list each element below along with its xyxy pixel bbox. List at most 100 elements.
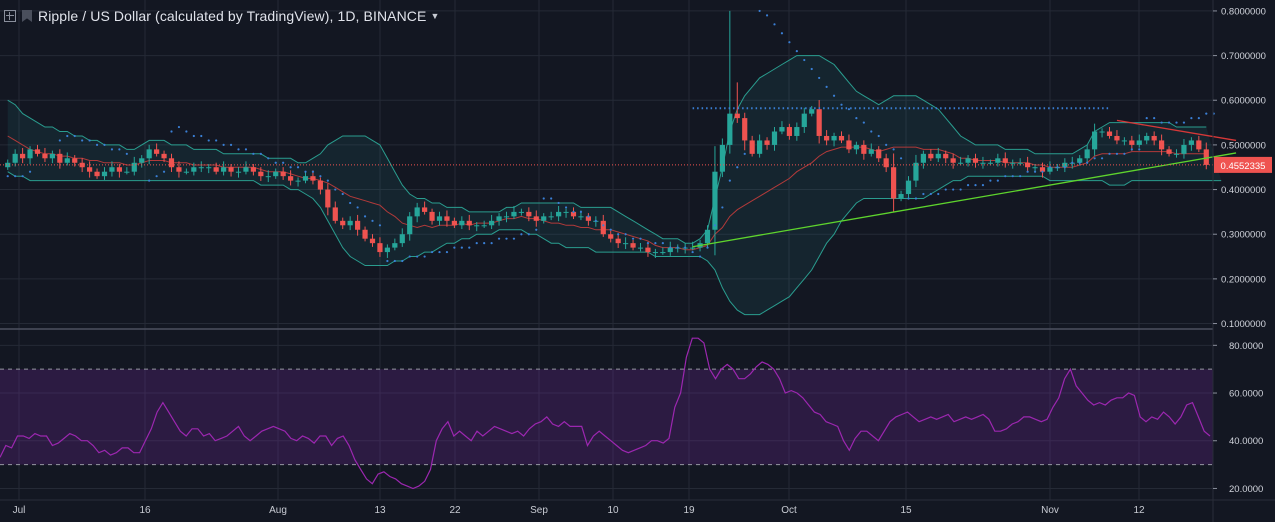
psar-dot xyxy=(557,201,560,205)
x-tick-label: Jul xyxy=(13,505,26,516)
candle-body xyxy=(1106,131,1113,136)
psar-dot xyxy=(520,233,523,236)
candle-body xyxy=(1203,149,1209,165)
psar-dot xyxy=(468,246,471,249)
psar-dot xyxy=(1063,166,1066,169)
psar-dot xyxy=(661,242,664,245)
candle-body xyxy=(518,211,524,213)
candle-body xyxy=(749,140,755,154)
x-tick-label: Oct xyxy=(781,505,797,516)
candle-body xyxy=(176,167,182,172)
psar-dot xyxy=(58,139,61,142)
candle-body xyxy=(608,234,614,239)
psar-dot xyxy=(229,143,233,147)
candle-body xyxy=(1077,158,1083,163)
candle-body xyxy=(548,216,554,218)
candle-body xyxy=(816,109,822,136)
candle-body xyxy=(630,243,636,248)
candle-body xyxy=(1173,153,1180,155)
candle-body xyxy=(444,216,450,221)
psar-dot xyxy=(334,188,337,191)
candle-body xyxy=(5,162,11,168)
psar-dot xyxy=(393,259,396,263)
psar-dot xyxy=(1115,152,1119,155)
candle-body xyxy=(1084,149,1090,159)
psar-dot xyxy=(937,192,940,196)
candle-body xyxy=(1114,135,1120,141)
candle-body xyxy=(87,167,93,172)
candle-body xyxy=(704,229,711,244)
candle-body xyxy=(995,158,1001,163)
candle-body xyxy=(1188,140,1194,145)
candle-body xyxy=(429,211,435,221)
candle-body xyxy=(154,149,160,154)
candle-body xyxy=(779,127,785,132)
psar-dot xyxy=(125,152,128,155)
candle-body xyxy=(734,113,740,119)
candle-body xyxy=(556,211,562,217)
candle-body xyxy=(972,158,979,163)
psar-dot xyxy=(274,161,277,164)
psar-dot xyxy=(669,246,672,249)
psar-dot xyxy=(676,246,679,249)
caret-down-icon[interactable]: ▼ xyxy=(430,11,440,21)
psar-dot xyxy=(460,246,463,249)
rsi-tick-label: 80.0000 xyxy=(1229,341,1263,352)
candle-body xyxy=(1151,135,1157,141)
candle-body xyxy=(12,153,18,163)
price-tick-label: 0.2000000 xyxy=(1221,274,1266,285)
candle-body xyxy=(422,207,428,212)
psar-dot xyxy=(788,41,791,44)
candle-body xyxy=(49,153,55,159)
psar-dot xyxy=(66,134,69,138)
psar-dot xyxy=(579,210,583,213)
psar-dot xyxy=(445,250,449,254)
psar-dot xyxy=(296,166,300,169)
psar-dot xyxy=(1011,175,1014,178)
psar-dot xyxy=(200,134,203,138)
x-tick-label: 10 xyxy=(607,505,619,516)
psar-dot xyxy=(1175,121,1178,124)
candle-body xyxy=(436,216,443,221)
psar-dot xyxy=(349,201,352,205)
candle-body xyxy=(771,131,778,145)
x-tick-label: 19 xyxy=(683,505,695,516)
candle-body xyxy=(585,216,591,221)
candle-body xyxy=(57,153,63,163)
psar-dot xyxy=(594,219,597,222)
candle-body xyxy=(824,135,830,141)
candle-body xyxy=(1121,140,1127,142)
psar-dot xyxy=(215,139,218,142)
psar-dot xyxy=(870,130,873,133)
psar-dot xyxy=(267,157,270,160)
psar-dot xyxy=(952,188,955,191)
psar-dot xyxy=(1033,170,1037,173)
psar-dot xyxy=(282,161,285,164)
price-tick-label: 0.3000000 xyxy=(1221,230,1266,241)
psar-dot xyxy=(1123,152,1126,155)
candle-body xyxy=(690,247,696,249)
psar-dot xyxy=(1197,117,1200,120)
x-tick-label: Sep xyxy=(530,505,548,516)
square-plus-icon[interactable] xyxy=(4,10,16,22)
candle-body xyxy=(466,220,472,226)
candle-body xyxy=(615,238,621,244)
psar-dot xyxy=(646,242,650,245)
psar-dot xyxy=(1086,161,1089,164)
psar-dot xyxy=(758,9,761,13)
psar-dot xyxy=(944,188,947,191)
price-tick-label: 0.6000000 xyxy=(1221,96,1266,107)
psar-dot xyxy=(862,121,865,124)
psar-dot xyxy=(237,148,240,151)
symbol-header[interactable]: Ripple / US Dollar (calculated by Tradin… xyxy=(4,6,439,26)
x-tick-label: 13 xyxy=(374,505,386,516)
psar-dot xyxy=(438,250,441,254)
last-price-tag xyxy=(1214,156,1272,173)
psar-dot xyxy=(885,143,888,147)
candle-body xyxy=(42,153,48,159)
psar-dot xyxy=(564,206,568,209)
psar-dot xyxy=(773,23,776,26)
symbol-title[interactable]: Ripple / US Dollar (calculated by Tradin… xyxy=(38,8,427,24)
rsi-pane xyxy=(0,337,1213,490)
